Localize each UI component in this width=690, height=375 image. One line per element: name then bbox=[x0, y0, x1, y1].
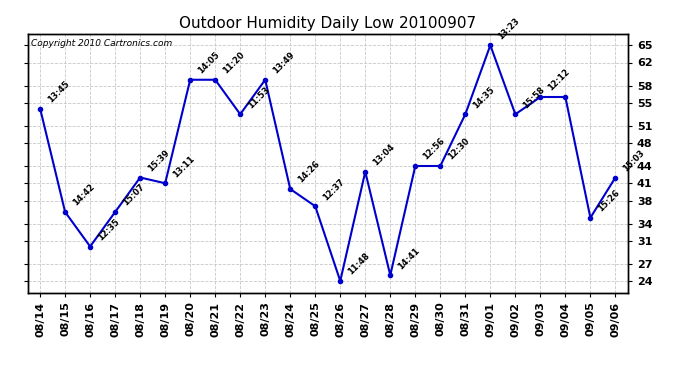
Text: 12:12: 12:12 bbox=[546, 68, 571, 93]
Text: 13:11: 13:11 bbox=[170, 154, 196, 179]
Text: 12:35: 12:35 bbox=[96, 217, 121, 242]
Text: 14:41: 14:41 bbox=[396, 246, 421, 271]
Text: 12:37: 12:37 bbox=[321, 177, 346, 202]
Text: 15:58: 15:58 bbox=[521, 85, 546, 110]
Text: 15:39: 15:39 bbox=[146, 148, 171, 173]
Text: 11:48: 11:48 bbox=[346, 252, 371, 277]
Text: 11:53: 11:53 bbox=[246, 85, 271, 110]
Text: 14:05: 14:05 bbox=[196, 50, 221, 76]
Text: 14:42: 14:42 bbox=[70, 183, 96, 208]
Text: 15:07: 15:07 bbox=[121, 183, 146, 208]
Text: 13:23: 13:23 bbox=[496, 16, 521, 41]
Text: 14:26: 14:26 bbox=[296, 159, 321, 185]
Text: 13:49: 13:49 bbox=[270, 50, 296, 76]
Text: 13:04: 13:04 bbox=[371, 142, 396, 168]
Text: 15:26: 15:26 bbox=[596, 188, 621, 214]
Text: 15:03: 15:03 bbox=[621, 148, 646, 173]
Title: Outdoor Humidity Daily Low 20100907: Outdoor Humidity Daily Low 20100907 bbox=[179, 16, 476, 31]
Text: Copyright 2010 Cartronics.com: Copyright 2010 Cartronics.com bbox=[30, 39, 172, 48]
Text: 14:35: 14:35 bbox=[471, 85, 496, 110]
Text: 12:30: 12:30 bbox=[446, 136, 471, 162]
Text: 11:20: 11:20 bbox=[221, 50, 246, 76]
Text: 13:45: 13:45 bbox=[46, 79, 71, 104]
Text: 12:56: 12:56 bbox=[421, 136, 446, 162]
